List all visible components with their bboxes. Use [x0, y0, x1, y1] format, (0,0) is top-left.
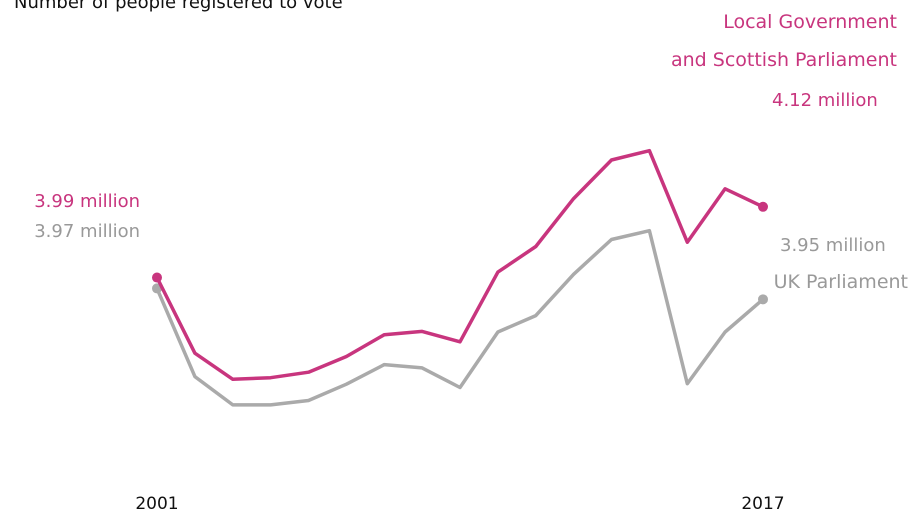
uk-end-label: 3.95 million — [780, 235, 886, 256]
series-line-uk-parliament — [155, 228, 765, 407]
local-start-label: 3.99 million — [34, 191, 140, 212]
point-local-government-end — [758, 201, 768, 212]
series-name-local-line-2: and Scottish Parliament — [671, 49, 897, 71]
local-end-label: 4.12 million — [772, 90, 878, 111]
point-local-government-start — [152, 272, 162, 283]
series-layer — [152, 148, 768, 407]
series-name-uk: UK Parliament — [774, 271, 908, 293]
series-line-local-government — [155, 148, 764, 382]
chart-title: Number of people registered to vote — [14, 0, 343, 13]
series-name-local-line-1: Local Government — [723, 11, 897, 33]
x-tick-label-end: 2017 — [741, 494, 784, 514]
x-tick-label-start: 2001 — [135, 494, 178, 514]
uk-start-label: 3.97 million — [34, 221, 140, 242]
point-uk-parliament-end — [758, 294, 768, 305]
